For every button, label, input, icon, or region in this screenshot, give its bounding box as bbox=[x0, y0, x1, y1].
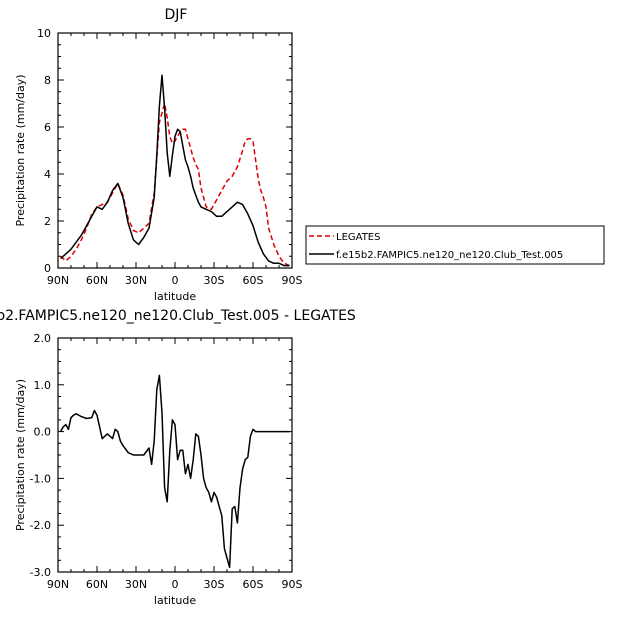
x-tick-label: 30N bbox=[125, 274, 147, 287]
x-tick-label: 30N bbox=[125, 578, 147, 591]
top-chart: 90N 60N 30N 0 30S 60S 90S 0 2 4 6 8 10 latitude Precip… bbox=[14, 27, 605, 303]
legend-box bbox=[305, 225, 605, 265]
plot-frame bbox=[57, 32, 293, 269]
y-tick-label: 4 bbox=[44, 168, 51, 181]
y-tick-label: 2 bbox=[44, 215, 51, 228]
y-axis-label: Precipitation rate (mm/day) bbox=[14, 379, 27, 531]
y-tick-label: -1.0 bbox=[30, 472, 51, 485]
bottom-title: b2.FAMPIC5.ne120_ne120.Club_Test.005 - L… bbox=[0, 308, 356, 324]
y-axis-label: Precipitation rate (mm/day) bbox=[14, 74, 27, 226]
x-tick-label: 30S bbox=[204, 274, 225, 287]
y-tick-label: -2.0 bbox=[30, 519, 51, 532]
y-tick-label: 8 bbox=[44, 74, 51, 87]
x-tick-label: 90S bbox=[282, 578, 303, 591]
series-line-0-1 bbox=[60, 74, 290, 267]
x-tick-label: 60S bbox=[243, 274, 264, 287]
series-line-0-0 bbox=[60, 102, 290, 267]
plot-frame bbox=[57, 337, 293, 573]
series-line-1-0 bbox=[59, 374, 290, 569]
x-tick-label: 30S bbox=[204, 578, 225, 591]
x-tick-label: 60S bbox=[243, 578, 264, 591]
y-tick-label: 10 bbox=[37, 27, 51, 40]
y-tick-label: 0 bbox=[44, 262, 51, 275]
legend: LEGATES f.e15b2.FAMPIC5.ne120_ne120.Club_… bbox=[305, 225, 605, 265]
x-tick-label: 60N bbox=[86, 274, 108, 287]
x-tick-label: 90S bbox=[282, 274, 303, 287]
y-tick-label: -3.0 bbox=[30, 566, 51, 579]
y-tick-label: 2.0 bbox=[34, 332, 52, 345]
y-tick-label: 0.0 bbox=[34, 426, 52, 439]
x-axis-label: latitude bbox=[154, 290, 196, 303]
y-tick-label: 1.0 bbox=[34, 379, 52, 392]
legend-label: LEGATES bbox=[336, 232, 380, 243]
x-tick-label: 90N bbox=[47, 578, 69, 591]
x-tick-label: 90N bbox=[47, 274, 69, 287]
x-tick-label: 0 bbox=[172, 578, 179, 591]
x-tick-label: 0 bbox=[172, 274, 179, 287]
y-tick-label: 6 bbox=[44, 121, 51, 134]
bottom-chart: 90N 60N 30N 0 30S 60S 90S -3.0 -2.0 -1.0 0.0 1.0 2.0… bbox=[14, 332, 303, 607]
x-axis-label: latitude bbox=[154, 594, 196, 607]
x-tick-label: 60N bbox=[86, 578, 108, 591]
top-title: DJF bbox=[165, 7, 188, 23]
legend-label: f.e15b2.FAMPIC5.ne120_ne120.Club_Test.00… bbox=[336, 250, 563, 261]
